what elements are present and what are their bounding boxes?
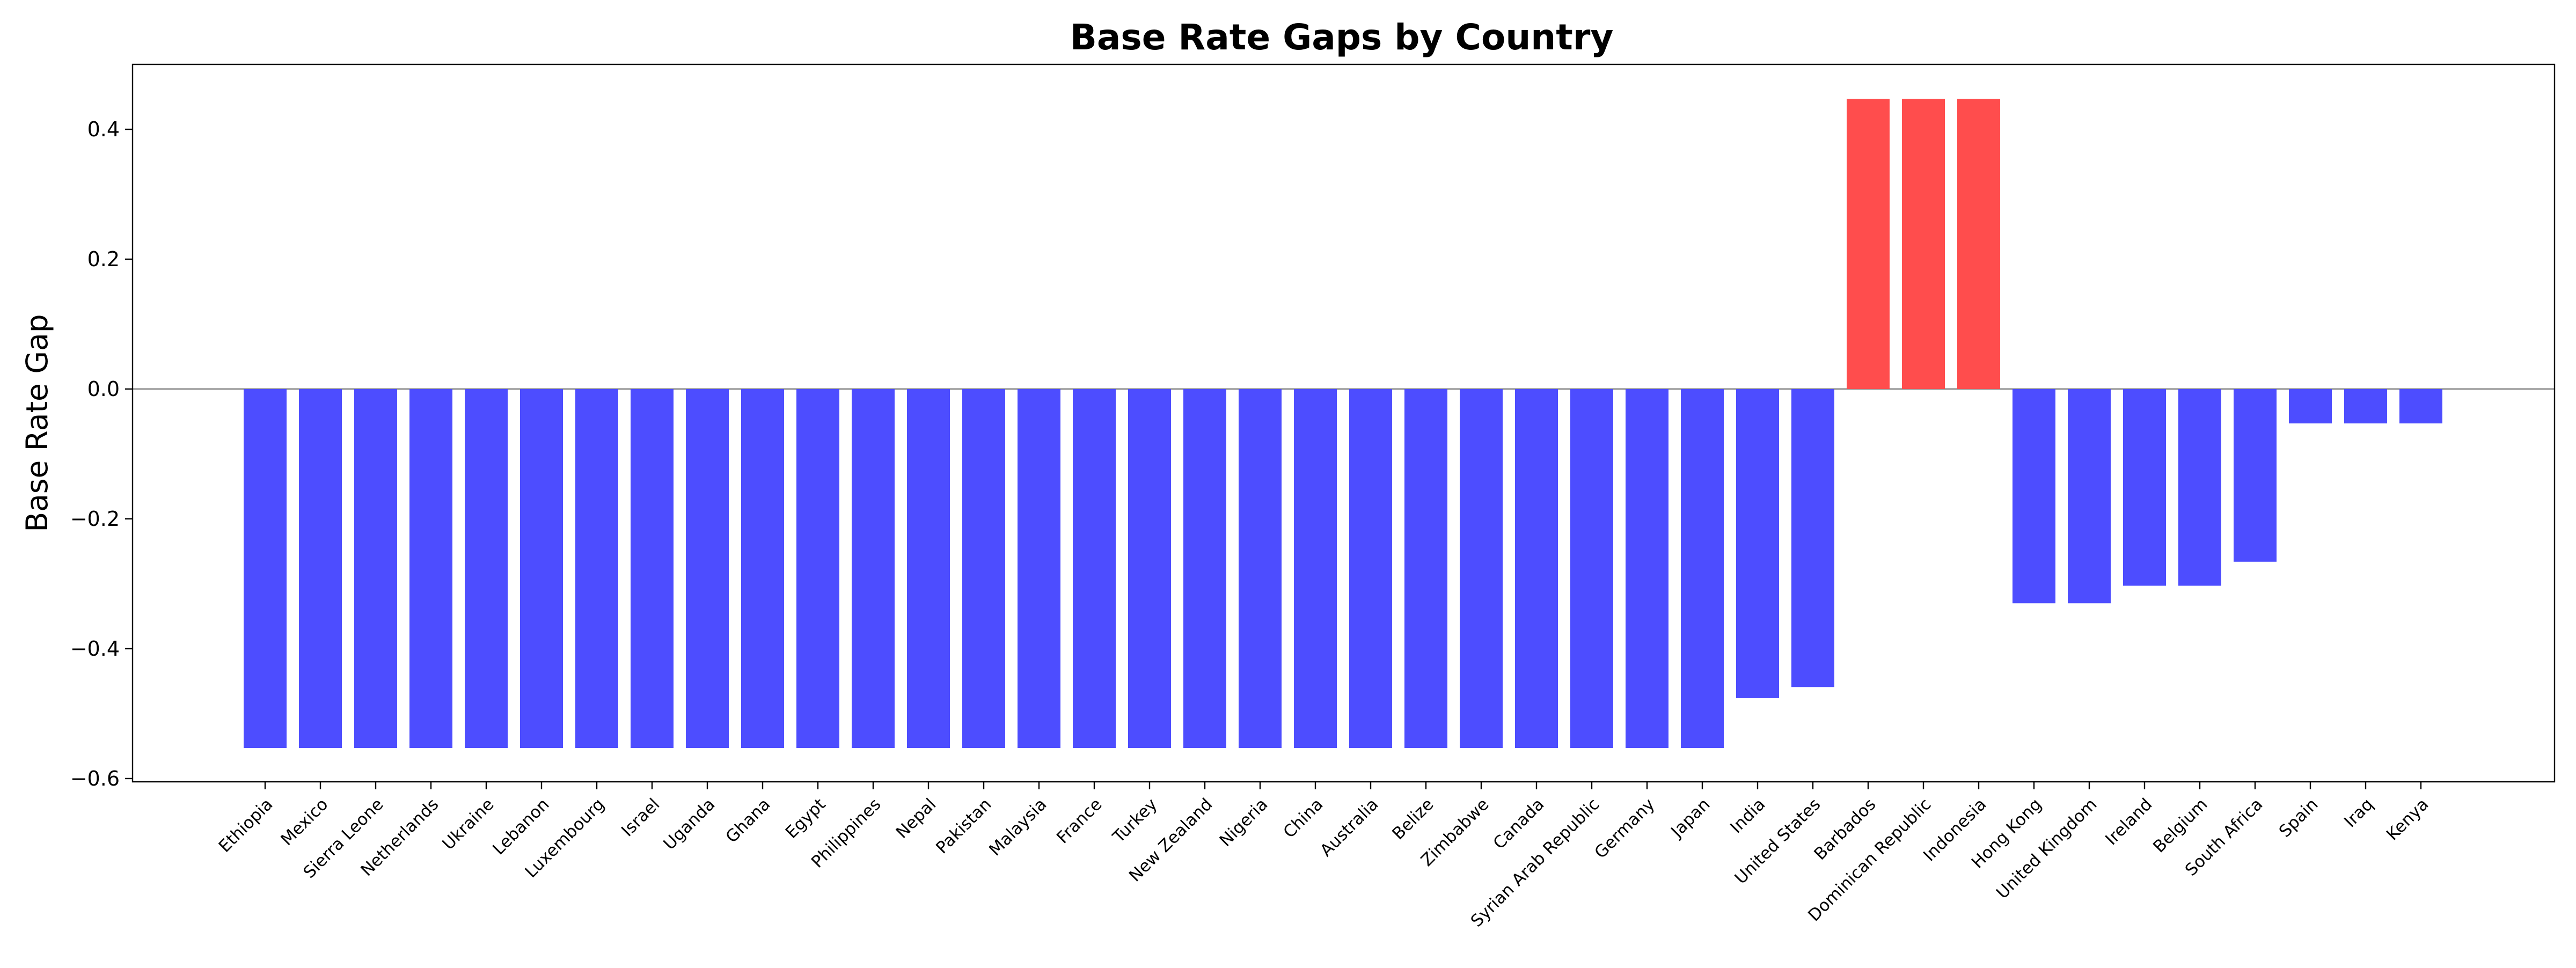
bar-iraq [2344,388,2387,424]
bar-kenya [2399,388,2442,424]
bar-syrian-arab-republic [1570,388,1613,749]
bar-china [1294,388,1337,749]
x-tick-label: Spain [2275,795,2322,841]
x-tick-label: United Kingdom [1993,795,2101,903]
x-tick-label: Ghana [722,795,774,847]
bar-dominican-republic [1902,99,1945,389]
bar-philippines [852,388,895,749]
bar-ireland [2123,388,2166,586]
bar-sierra-leone [354,388,397,749]
x-tick-label: Nigeria [1216,795,1272,850]
x-tick-label: Ireland [2102,795,2156,849]
y-tick-label: 0.4 [87,118,120,141]
x-tick-label: Iraq [2340,795,2377,831]
x-tick-label: China [1279,795,1327,842]
bar-south-africa [2234,388,2277,562]
bar-ukraine [465,388,508,749]
x-tick-label: Pakistan [932,795,995,857]
bar-belgium [2178,388,2221,586]
x-tick-label: Malaysia [985,795,1050,860]
bar-egypt [796,388,839,749]
x-tick-label: India [1726,795,1769,837]
bar-united-kingdom [2068,388,2111,604]
bar-spain [2289,388,2332,424]
x-tick-label: Turkey [1109,795,1161,847]
bar-canada [1515,388,1558,749]
bar-japan [1681,388,1724,749]
bar-nepal [907,388,950,749]
bar-uganda [686,388,729,749]
x-tick-label: Australia [1316,795,1382,860]
bar-ghana [741,388,784,749]
bar-australia [1349,388,1392,749]
bar-barbados [1847,99,1890,389]
x-tick-label: Uganda [660,795,719,854]
chart-title: Base Rate Gaps by Country [1070,17,1614,58]
y-tick-label: −0.2 [70,507,120,531]
bar-france [1073,388,1116,749]
bar-united-states [1791,388,1834,687]
bar-luxembourg [575,388,618,749]
y-axis-label: Base Rate Gap [20,314,54,532]
x-tick-label: Israel [618,795,663,840]
bar-new-zealand [1183,388,1226,749]
bar-pakistan [962,388,1005,749]
bar-mexico [299,388,342,749]
bar-belize [1404,388,1447,749]
bar-malaysia [1018,388,1060,749]
x-tick-label: Nepal [892,795,940,842]
x-tick-label: Japan [1666,795,1714,842]
y-tick-label: −0.6 [70,767,120,790]
x-tick-label: Germany [1591,795,1658,862]
x-tick-label: Kenya [2383,795,2433,845]
plot-frame [131,63,2556,783]
bar-netherlands [409,388,452,749]
bar-germany [1626,388,1668,749]
bar-india [1736,388,1779,698]
bar-hong-kong [2012,388,2055,604]
bar-israel [631,388,674,749]
bar-indonesia [1957,99,2000,389]
x-tick-label: Mexico [277,795,332,849]
bar-zimbabwe [1460,388,1503,749]
x-tick-label: Ethiopia [215,795,277,856]
y-tick-label: 0.0 [87,377,120,401]
y-tick-label: 0.2 [87,247,120,271]
bar-ethiopia [244,388,287,749]
bar-nigeria [1239,388,1282,749]
x-tick-label: Egypt [782,795,830,842]
x-tick-label: Belize [1388,795,1437,844]
y-tick-label: −0.4 [70,637,120,661]
x-tick-label: France [1053,795,1106,847]
bar-turkey [1128,388,1171,749]
bar-lebanon [520,388,563,749]
